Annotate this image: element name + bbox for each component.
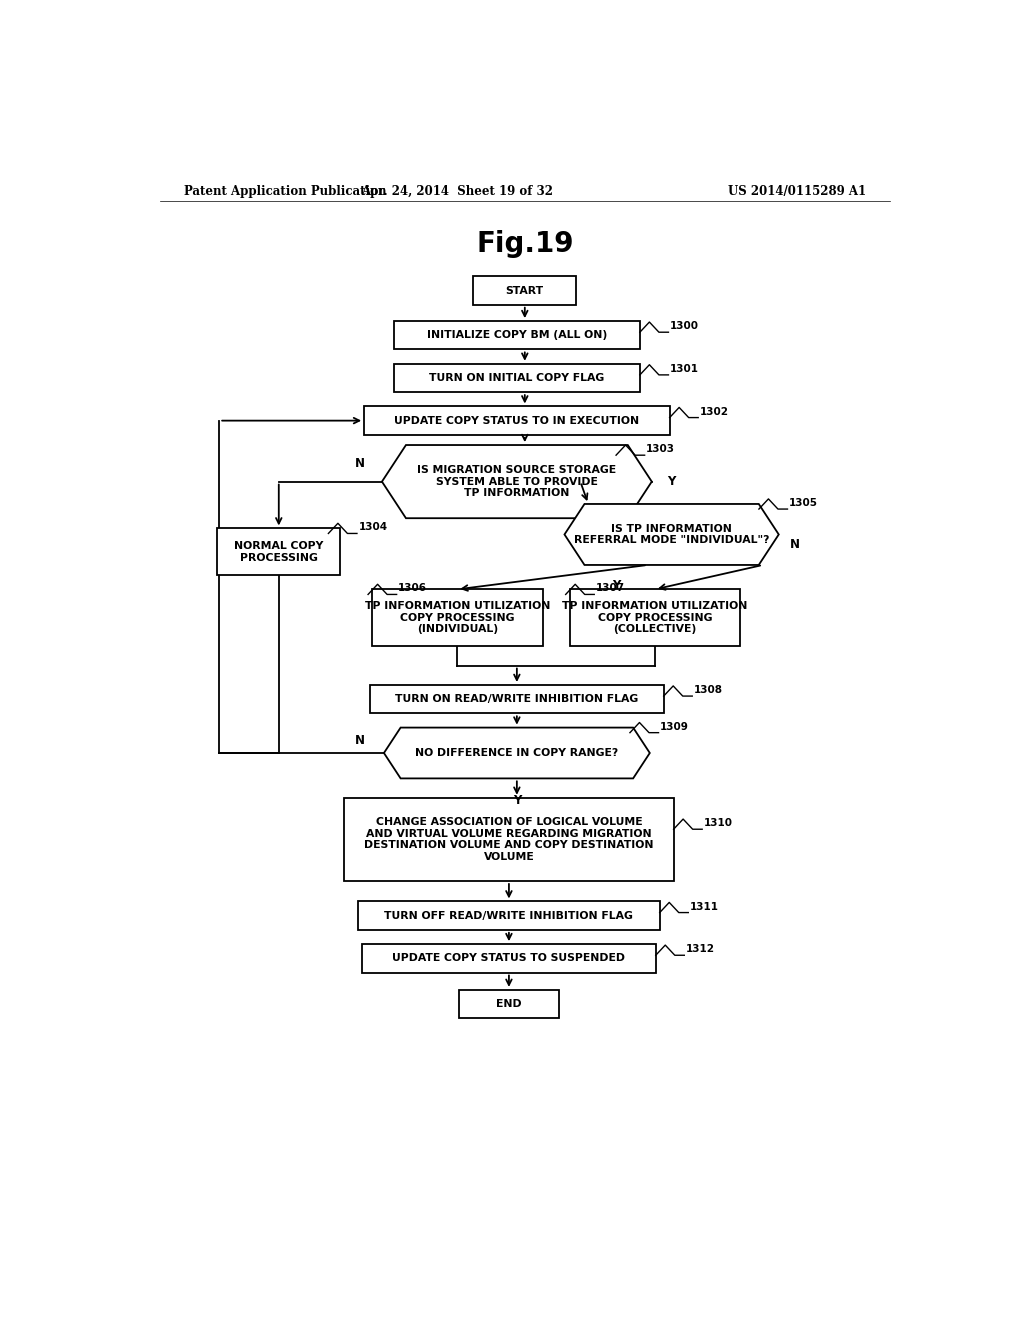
Text: START: START: [506, 285, 544, 296]
Text: Apr. 24, 2014  Sheet 19 of 32: Apr. 24, 2014 Sheet 19 of 32: [361, 185, 553, 198]
Text: 1305: 1305: [790, 498, 818, 508]
Text: 1304: 1304: [358, 523, 388, 532]
Text: TURN ON READ/WRITE INHIBITION FLAG: TURN ON READ/WRITE INHIBITION FLAG: [395, 694, 639, 704]
Text: TP INFORMATION UTILIZATION
COPY PROCESSING
(COLLECTIVE): TP INFORMATION UTILIZATION COPY PROCESSI…: [562, 601, 748, 635]
Bar: [344, 797, 674, 880]
Polygon shape: [384, 727, 650, 779]
Text: Y: Y: [612, 578, 621, 591]
Polygon shape: [382, 445, 652, 519]
Text: 1303: 1303: [646, 444, 675, 454]
Text: Patent Application Publication: Patent Application Publication: [183, 185, 386, 198]
Text: Y: Y: [668, 475, 676, 488]
Text: N: N: [354, 457, 365, 470]
Text: 1306: 1306: [398, 583, 427, 594]
Text: 1310: 1310: [703, 818, 733, 828]
Bar: [394, 364, 640, 392]
Text: NO DIFFERENCE IN COPY RANGE?: NO DIFFERENCE IN COPY RANGE?: [416, 748, 618, 758]
Bar: [358, 902, 659, 929]
Text: TURN OFF READ/WRITE INHIBITION FLAG: TURN OFF READ/WRITE INHIBITION FLAG: [384, 911, 634, 920]
Text: 1300: 1300: [670, 321, 699, 331]
Text: INITIALIZE COPY BM (ALL ON): INITIALIZE COPY BM (ALL ON): [427, 330, 607, 341]
Text: N: N: [355, 734, 366, 747]
Text: NORMAL COPY
PROCESSING: NORMAL COPY PROCESSING: [234, 541, 324, 562]
Bar: [394, 321, 640, 350]
Bar: [460, 990, 558, 1018]
Text: 1301: 1301: [670, 364, 699, 374]
Text: IS TP INFORMATION
REFERRAL MODE "INDIVIDUAL"?: IS TP INFORMATION REFERRAL MODE "INDIVID…: [573, 524, 769, 545]
Text: 1308: 1308: [694, 685, 723, 696]
Text: 1307: 1307: [596, 583, 625, 594]
Text: 1309: 1309: [660, 722, 689, 731]
Text: IS MIGRATION SOURCE STORAGE
SYSTEM ABLE TO PROVIDE
TP INFORMATION: IS MIGRATION SOURCE STORAGE SYSTEM ABLE …: [418, 465, 616, 498]
Text: 1312: 1312: [686, 944, 715, 954]
Bar: [569, 589, 740, 647]
Text: N: N: [790, 539, 800, 552]
Bar: [217, 528, 340, 576]
Bar: [473, 276, 577, 305]
Text: TURN ON INITIAL COPY FLAG: TURN ON INITIAL COPY FLAG: [429, 374, 604, 383]
Text: UPDATE COPY STATUS TO SUSPENDED: UPDATE COPY STATUS TO SUSPENDED: [392, 953, 626, 964]
Text: END: END: [496, 999, 522, 1008]
Text: 1302: 1302: [699, 407, 729, 417]
Text: Fig.19: Fig.19: [476, 230, 573, 257]
Bar: [362, 944, 655, 973]
Text: US 2014/0115289 A1: US 2014/0115289 A1: [728, 185, 866, 198]
Text: Y: Y: [513, 795, 521, 808]
Text: 1311: 1311: [690, 902, 719, 912]
Bar: [372, 589, 543, 647]
Text: UPDATE COPY STATUS TO IN EXECUTION: UPDATE COPY STATUS TO IN EXECUTION: [394, 416, 639, 425]
Polygon shape: [564, 504, 779, 565]
Text: TP INFORMATION UTILIZATION
COPY PROCESSING
(INDIVIDUAL): TP INFORMATION UTILIZATION COPY PROCESSI…: [365, 601, 550, 635]
Text: CHANGE ASSOCIATION OF LOGICAL VOLUME
AND VIRTUAL VOLUME REGARDING MIGRATION
DEST: CHANGE ASSOCIATION OF LOGICAL VOLUME AND…: [365, 817, 653, 862]
Bar: [370, 685, 664, 713]
Bar: [365, 407, 670, 434]
